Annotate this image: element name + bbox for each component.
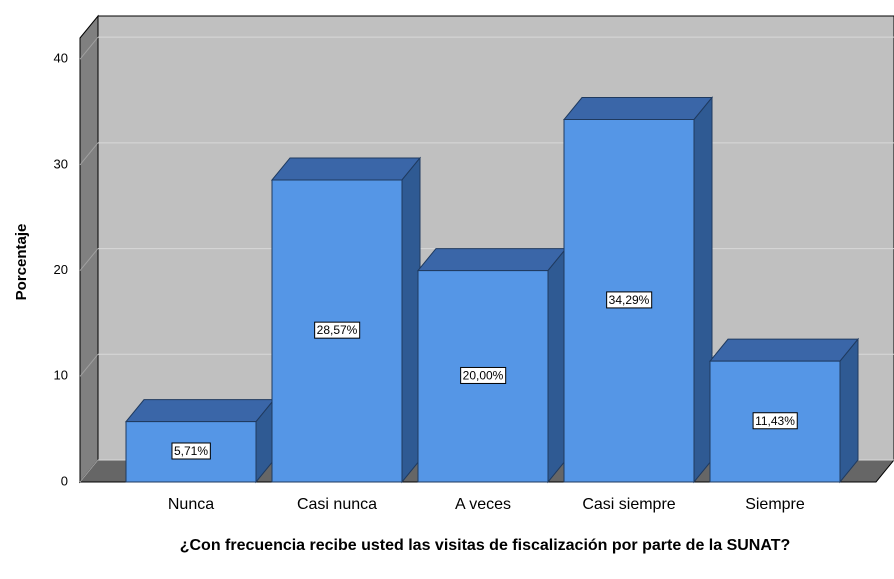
x-tick-label: Casi nunca: [297, 496, 377, 513]
data-label: 20,00%: [463, 368, 504, 382]
bar-top: [562, 97, 714, 121]
y-tick-label: 0: [61, 473, 68, 488]
y-tick-label: 20: [54, 262, 68, 277]
x-tick-label: Nunca: [168, 496, 214, 513]
bar: [416, 247, 568, 484]
data-label-box: [606, 291, 653, 309]
data-label-box: [171, 442, 211, 460]
bar: [124, 398, 276, 484]
data-label-box: [752, 412, 798, 430]
grid-line: [79, 142, 99, 166]
data-label-box: [314, 321, 361, 339]
bar-top: [416, 248, 568, 272]
bar-top: [270, 157, 422, 181]
bar: [562, 96, 714, 484]
data-label-box: [460, 366, 507, 384]
bar: [708, 337, 860, 484]
data-label: 11,43%: [755, 414, 795, 428]
grid-line: [79, 36, 99, 60]
x-tick-label: A veces: [455, 496, 511, 513]
bar: [270, 156, 422, 484]
bar-side: [547, 247, 567, 484]
x-axis-title: ¿Con frecuencia recibe usted las visitas…: [179, 537, 791, 554]
grid-line: [79, 353, 99, 377]
grid-line: [79, 248, 99, 271]
y-axis-title: Porcentaje: [13, 224, 30, 301]
bar-side: [693, 96, 713, 484]
data-label: 34,29%: [609, 293, 650, 307]
data-label: 28,57%: [317, 323, 358, 337]
left-wall: [79, 14, 99, 484]
bar-top: [708, 338, 860, 362]
data-label: 5,71%: [174, 444, 208, 458]
y-tick-label: 10: [54, 368, 68, 383]
x-tick-label: Casi siempre: [582, 496, 675, 513]
bar-top: [124, 399, 276, 423]
grid-line: [79, 459, 99, 483]
y-tick-label: 40: [54, 51, 68, 66]
bar-side: [401, 156, 421, 484]
y-tick-label: 30: [54, 156, 68, 171]
x-tick-label: Siempre: [745, 496, 805, 513]
bar-side: [839, 337, 859, 484]
